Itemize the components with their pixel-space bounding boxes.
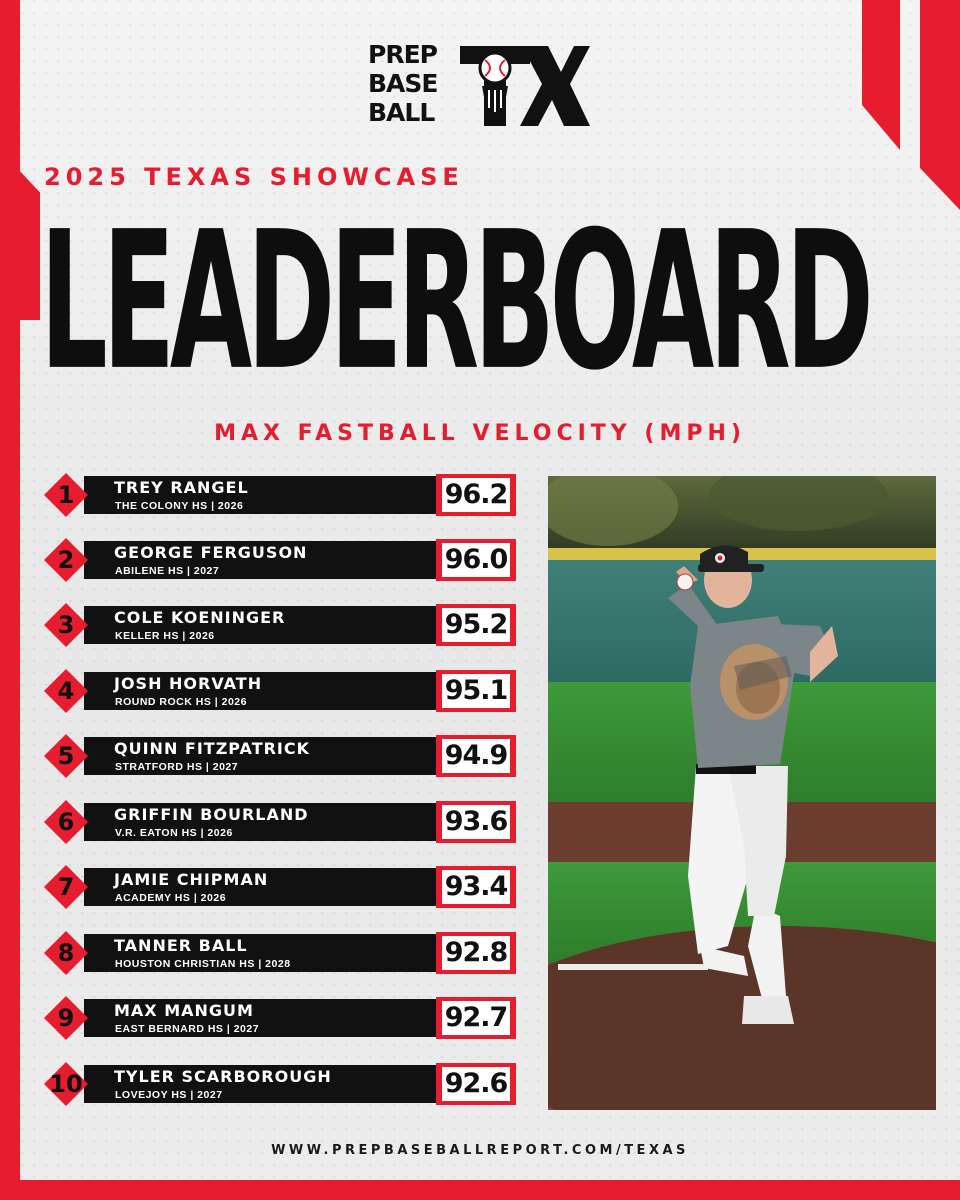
velocity-box: 95.2	[436, 604, 516, 646]
velocity-value: 93.6	[442, 805, 510, 839]
rank-number: 3	[57, 611, 75, 639]
rank-number: 4	[57, 677, 75, 705]
row-bar	[84, 803, 474, 841]
player-name: MAX MANGUM	[114, 1001, 254, 1020]
player-school: ABILENE HS | 2027	[115, 565, 220, 577]
rank-number: 2	[57, 546, 75, 574]
rank-number: 10	[49, 1070, 83, 1098]
leaderboard-row: 1 TREY RANGEL THE COLONY HS | 2026 96.2	[40, 470, 518, 517]
bottom-frame-bar	[0, 1180, 960, 1200]
logo-word: PREP	[368, 40, 438, 69]
velocity-box: 92.7	[436, 997, 516, 1039]
page-title: LEADERBOARD	[40, 191, 874, 414]
velocity-value: 96.0	[442, 543, 510, 577]
player-name: GRIFFIN BOURLAND	[114, 805, 309, 824]
event-eyebrow: 2025 TEXAS SHOWCASE	[44, 163, 464, 191]
rank-number: 8	[57, 939, 75, 967]
website-url: WWW.PREPBASEBALLREPORT.COM/TEXAS	[271, 1143, 689, 1158]
leaderboard-row: 7 JAMIE CHIPMAN ACADEMY HS | 2026 93.4	[40, 862, 518, 909]
logo-word: BASE	[368, 69, 439, 98]
player-school: KELLER HS | 2026	[115, 630, 215, 642]
row-bar	[84, 606, 474, 644]
rank-number: 7	[57, 873, 75, 901]
velocity-box: 92.6	[436, 1063, 516, 1105]
leaderboard-row: 10 TYLER SCARBOROUGH LOVEJOY HS | 2027 9…	[40, 1059, 518, 1106]
player-name: QUINN FITZPATRICK	[114, 739, 311, 758]
player-name: TREY RANGEL	[114, 478, 249, 497]
player-name: JOSH HORVATH	[114, 674, 263, 693]
pitcher-illustration	[548, 476, 936, 1110]
player-school: V.R. EATON HS | 2026	[115, 827, 233, 839]
velocity-box: 94.9	[436, 735, 516, 777]
right-accent-stripe	[920, 0, 960, 210]
row-bar	[84, 476, 474, 514]
row-bar	[84, 672, 474, 710]
row-bar	[84, 999, 474, 1037]
player-school: THE COLONY HS | 2026	[115, 500, 244, 512]
player-name: GEORGE FERGUSON	[114, 543, 308, 562]
row-bar	[84, 934, 474, 972]
stat-subtitle: MAX FASTBALL VELOCITY (MPH)	[214, 421, 746, 446]
velocity-box: 96.0	[436, 539, 516, 581]
player-school: ACADEMY HS | 2026	[115, 892, 227, 904]
prep-baseball-tx-logo: PREP BASE BALL	[368, 38, 598, 130]
velocity-box: 93.4	[436, 866, 516, 908]
row-bar	[84, 1065, 474, 1103]
velocity-box: 96.2	[436, 474, 516, 516]
rank-number: 6	[57, 808, 75, 836]
rank-number: 1	[57, 481, 75, 509]
leaderboard-row: 3 COLE KOENINGER KELLER HS | 2026 95.2	[40, 600, 518, 647]
leaderboard-row: 8 TANNER BALL HOUSTON CHRISTIAN HS | 202…	[40, 928, 518, 975]
velocity-value: 93.4	[442, 870, 510, 904]
player-name: COLE KOENINGER	[114, 608, 286, 627]
player-name: TYLER SCARBOROUGH	[114, 1067, 332, 1086]
velocity-box: 93.6	[436, 801, 516, 843]
leaderboard-row: 9 MAX MANGUM EAST BERNARD HS | 2027 92.7	[40, 993, 518, 1040]
player-name: JAMIE CHIPMAN	[114, 870, 269, 889]
velocity-value: 95.2	[442, 608, 510, 642]
velocity-value: 94.9	[442, 739, 510, 773]
leaderboard-row: 5 QUINN FITZPATRICK STRATFORD HS | 2027 …	[40, 731, 518, 778]
logo-word: BALL	[368, 98, 435, 127]
player-school: EAST BERNARD HS | 2027	[115, 1023, 260, 1035]
leaderboard-row: 2 GEORGE FERGUSON ABILENE HS | 2027 96.0	[40, 535, 518, 582]
row-bar	[84, 737, 474, 775]
velocity-box: 95.1	[436, 670, 516, 712]
rank-number: 9	[57, 1004, 75, 1032]
velocity-value: 92.8	[442, 936, 510, 970]
row-bar	[84, 868, 474, 906]
velocity-box: 92.8	[436, 932, 516, 974]
player-school: LOVEJOY HS | 2027	[115, 1089, 223, 1101]
row-bar	[84, 541, 474, 579]
velocity-value: 92.6	[442, 1067, 510, 1101]
rank-number: 5	[57, 742, 75, 770]
player-school: HOUSTON CHRISTIAN HS | 2028	[115, 958, 291, 970]
velocity-value: 96.2	[442, 478, 510, 512]
player-school: STRATFORD HS | 2027	[115, 761, 239, 773]
player-name: TANNER BALL	[114, 936, 248, 955]
left-frame-bar	[0, 0, 20, 1200]
player-school: ROUND ROCK HS | 2026	[115, 696, 247, 708]
velocity-value: 92.7	[442, 1001, 510, 1035]
logo-wordmark: PREP BASE BALL	[368, 40, 458, 127]
pitcher-photo	[548, 476, 936, 1110]
velocity-value: 95.1	[442, 674, 510, 708]
leaderboard-row: 4 JOSH HORVATH ROUND ROCK HS | 2026 95.1	[40, 666, 518, 713]
tx-logo-mark	[460, 46, 590, 126]
leaderboard-row: 6 GRIFFIN BOURLAND V.R. EATON HS | 2026 …	[40, 797, 518, 844]
